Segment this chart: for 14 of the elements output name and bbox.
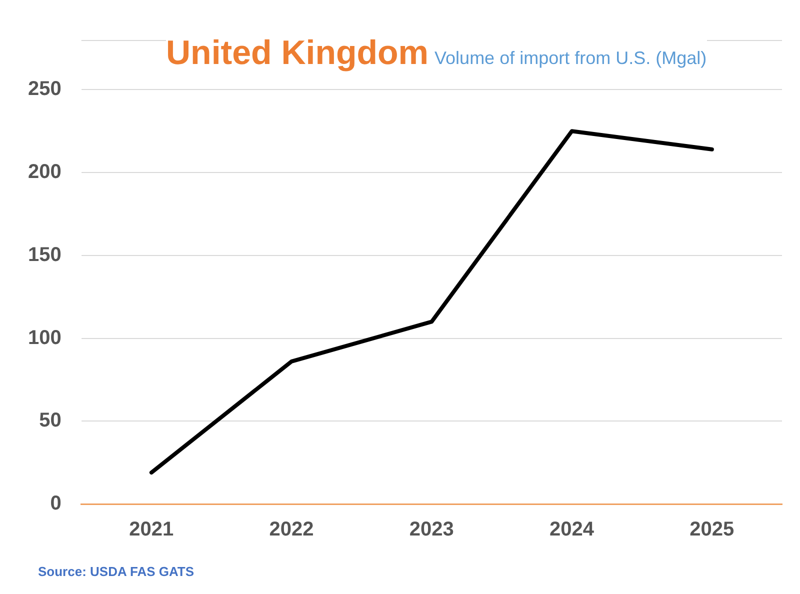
y-tick-label: 0 xyxy=(50,492,62,515)
y-tick-label: 50 xyxy=(39,410,62,432)
y-tick-label: 150 xyxy=(28,244,62,266)
x-tick-label: 2023 xyxy=(409,518,454,541)
x-tick-label: 2025 xyxy=(690,518,734,541)
y-tick-label: 250 xyxy=(28,78,62,100)
text: Volume of import from U.S. (Mgal) xyxy=(434,48,707,69)
y-tick-label: 200 xyxy=(28,161,62,184)
y-tick-label: 100 xyxy=(28,326,62,349)
source-note: Source: USDA FAS GATS xyxy=(38,564,194,579)
x-tick-label: 2021 xyxy=(129,518,174,541)
chart-title: United Kingdom xyxy=(166,34,429,73)
x-tick-label: 2024 xyxy=(550,518,595,541)
x-tick-label: 2022 xyxy=(269,518,314,541)
